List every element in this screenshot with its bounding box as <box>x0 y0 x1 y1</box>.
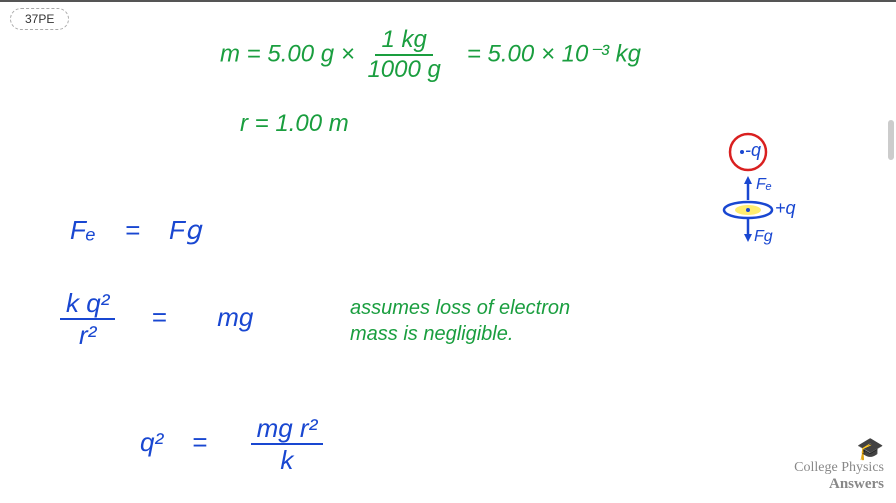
frac-num: 1 kg <box>375 28 432 56</box>
eq-sign-3: = <box>192 427 207 457</box>
fg-label: Fg <box>754 228 773 246</box>
brand-logo: 🎓 College Physics Answers <box>794 438 884 493</box>
eq-sign-2: = <box>151 302 166 332</box>
frac-den: 1000 g <box>361 56 446 82</box>
coulomb-lhs-frac: k q² r² <box>60 290 115 348</box>
fe-lhs: Fₑ <box>70 215 96 245</box>
assumption-note: assumes loss of electron mass is negligi… <box>350 295 610 347</box>
equation-mass: m = 5.00 g × 1 kg 1000 g = 5.00 × 10⁻³ k… <box>220 28 641 82</box>
mass-fraction: 1 kg 1000 g <box>361 28 446 82</box>
q2-lhs: q² <box>140 427 163 457</box>
mass-rhs: = 5.00 × 10⁻³ kg <box>467 40 641 67</box>
equation-r: r = 1.00 m <box>240 110 349 138</box>
equation-q-squared: q² = mg r² k <box>140 415 323 473</box>
eq-sign: = <box>125 215 140 245</box>
top-border <box>0 0 896 2</box>
equation-force-balance: Fₑ = F𝗀 <box>70 215 201 246</box>
coulomb-den: r² <box>73 320 102 348</box>
pos-charge-label: +q <box>775 198 796 219</box>
coulomb-num: k q² <box>60 290 115 320</box>
graduation-cap-icon: 🎓 <box>794 438 884 460</box>
mg-rhs: mg <box>217 302 253 332</box>
equation-coulomb: k q² r² = mg <box>60 290 253 348</box>
scroll-indicator[interactable] <box>888 120 894 160</box>
logo-line2: Answers <box>794 476 884 493</box>
mass-lhs: m = 5.00 g × <box>220 40 355 67</box>
problem-tag: 37PE <box>10 8 69 30</box>
q2-rhs-frac: mg r² k <box>251 415 324 473</box>
q2-den: k <box>274 445 299 473</box>
fe-label: Fₑ <box>756 176 772 194</box>
logo-line1: College Physics <box>794 460 884 476</box>
q2-num: mg r² <box>251 415 324 445</box>
fg-rhs: F𝗀 <box>169 215 201 245</box>
force-diagram: -q +q Fₑ Fg <box>690 130 810 260</box>
neg-charge-label: -q <box>745 140 761 161</box>
